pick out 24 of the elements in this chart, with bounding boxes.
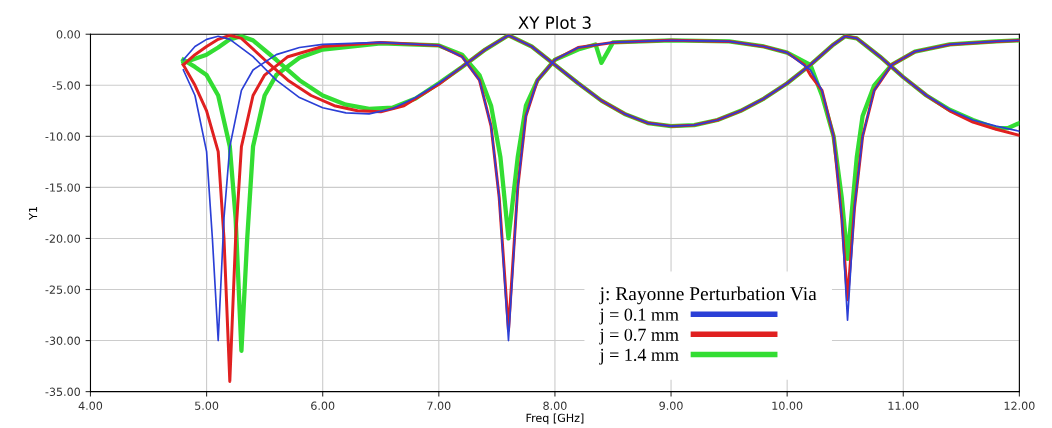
legend-label: j = 0.1 mm	[599, 308, 679, 325]
y-tick-label: -10.00	[45, 132, 81, 141]
x-axis-title: Freq [GHz]	[526, 413, 584, 425]
chart-title: XY Plot 3	[518, 16, 591, 29]
legend-label: j = 1.4 mm	[599, 348, 679, 365]
x-tick-label: 6.00	[311, 401, 335, 410]
y-tick-label: -15.00	[45, 183, 81, 192]
legend-title: j: Rayonne Perturbation Via	[599, 286, 817, 305]
x-tick-label: 9.00	[659, 401, 683, 410]
x-tick-label: 8.00	[543, 401, 567, 410]
y-tick-label: -5.00	[52, 81, 81, 90]
x-tick-label: 5.00	[195, 401, 219, 410]
x-tick-label: 11.00	[888, 401, 919, 410]
y-axis-title: Y1	[28, 207, 38, 220]
y-tick-label: -25.00	[45, 285, 81, 294]
y-tick-label: -35.00	[45, 387, 81, 396]
legend-label: j = 0.7 mm	[599, 328, 679, 345]
y-tick-label: -20.00	[45, 234, 81, 243]
x-tick-label: 4.00	[78, 401, 103, 410]
x-tick-label: 10.00	[772, 401, 803, 410]
y-tick-label: 0.00	[56, 30, 81, 39]
x-tick-label: 7.00	[427, 401, 451, 410]
x-tick-label: 12.00	[1004, 401, 1035, 410]
y-tick-label: -30.00	[45, 336, 81, 345]
